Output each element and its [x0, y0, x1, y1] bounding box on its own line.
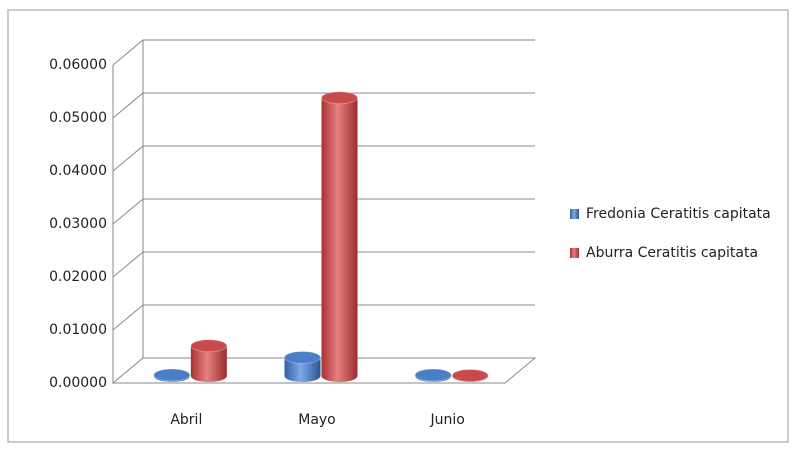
cylinder [321, 91, 358, 382]
x-tick-label: Abril [170, 412, 202, 428]
y-tick-label: 0.03000 [49, 216, 107, 232]
x-tick-label: Mayo [298, 412, 336, 428]
cylinder [284, 350, 321, 382]
cylinder-top [414, 368, 452, 382]
legend-swatch [570, 248, 579, 258]
grid-line [112, 92, 535, 119]
grid-line [112, 251, 535, 278]
cylinder-top [451, 368, 489, 382]
cylinder [414, 368, 452, 382]
cylinder-body [321, 97, 358, 382]
grid-line [112, 198, 535, 225]
cylinder-top [284, 350, 321, 364]
cylinder [190, 339, 228, 382]
y-tick-label: 0.01000 [49, 322, 107, 338]
legend-label: Fredonia Ceratitis capitata [586, 206, 771, 222]
legend-label: Aburra Ceratitis capitata [586, 245, 758, 261]
y-tick-label: 0.06000 [49, 57, 107, 73]
cylinder-top [321, 91, 358, 105]
y-tick-label: 0.00000 [49, 375, 107, 391]
legend-swatch [570, 209, 579, 219]
y-tick-label: 0.02000 [49, 269, 107, 285]
y-tick-label: 0.05000 [49, 110, 107, 126]
cylinder-body [190, 345, 227, 382]
grid-line [112, 304, 535, 331]
y-tick-label: 0.04000 [49, 163, 107, 179]
x-tick-label: Junio [429, 412, 464, 428]
cylinder [451, 368, 489, 382]
grid-line [112, 39, 535, 66]
chart-frame [7, 9, 789, 443]
cylinder [153, 368, 191, 382]
cylinder-top [153, 368, 191, 382]
grid-line [112, 145, 535, 172]
floor [111, 357, 537, 384]
cylinder-body [284, 357, 321, 382]
cylinder-top [190, 339, 228, 353]
